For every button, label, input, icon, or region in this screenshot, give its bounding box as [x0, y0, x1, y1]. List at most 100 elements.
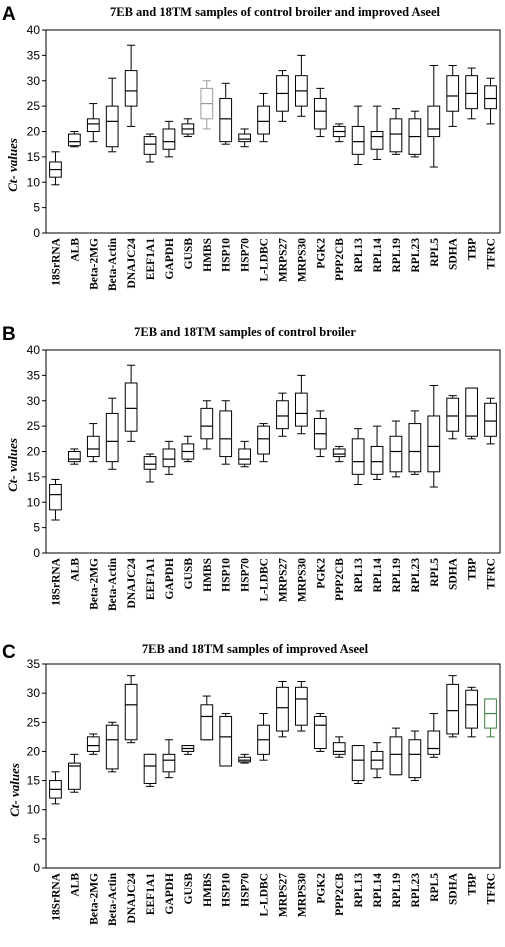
iqr-box: [219, 715, 233, 767]
x-category-label: TBP: [467, 558, 479, 580]
box-tfrc: [484, 698, 497, 738]
box-rpl13: [351, 105, 365, 165]
box-beta-2mg: [86, 733, 100, 755]
iqr-box: [124, 683, 138, 741]
box-tbp: [465, 67, 478, 120]
box-ppp2cb: [332, 445, 346, 463]
box-eef1a1: [143, 753, 157, 787]
y-axis-label: Ct- values: [7, 763, 22, 817]
x-category-label: RPL13: [353, 558, 365, 593]
x-category-label: GUSB: [183, 238, 195, 270]
iqr-box: [351, 125, 365, 155]
x-category-label: DNAJC24: [126, 558, 138, 609]
iqr-box: [332, 742, 346, 755]
panel-letter: A: [2, 4, 16, 25]
iqr-box: [238, 133, 251, 143]
x-category-label: PPP2CB: [334, 558, 346, 601]
iqr-box: [465, 387, 478, 437]
box-gapdh: [162, 440, 176, 475]
y-tick-label: 0: [33, 546, 40, 560]
box-pgk2: [313, 87, 327, 138]
iqr-box: [162, 448, 176, 468]
box-rpl14: [370, 425, 384, 480]
y-tick-label: 10: [27, 803, 41, 817]
chart-title: 7EB and 18TM samples of improved Aseel: [142, 642, 369, 656]
iqr-box: [49, 483, 62, 511]
y-tick-label: 25: [27, 715, 41, 729]
x-category-label: Beta-2MG: [88, 238, 100, 290]
iqr-box: [465, 689, 478, 729]
iqr-box: [427, 105, 441, 138]
x-category-label: Beta-Actin: [107, 557, 119, 611]
box-gapdh: [162, 739, 176, 779]
iqr-box: [162, 753, 176, 773]
x-category-label: GUSB: [183, 558, 195, 590]
box-sdha: [446, 65, 460, 127]
box-eef1a1: [143, 453, 157, 483]
x-category-label: RPL19: [391, 558, 403, 593]
box-rpl14: [370, 742, 384, 779]
iqr-box: [219, 98, 233, 143]
box-rpl14: [370, 105, 384, 160]
box-mrps30: [295, 680, 308, 732]
iqr-box: [276, 686, 289, 732]
box-18srrna: [49, 478, 62, 521]
iqr-box: [238, 448, 251, 465]
x-category-label: SDHA: [448, 237, 460, 270]
box-gusb: [181, 435, 195, 463]
panel-letter: C: [2, 642, 16, 663]
x-category-label: HSP10: [221, 558, 233, 592]
x-category-label: RPL19: [391, 873, 403, 908]
iqr-box: [351, 438, 365, 475]
y-tick-label: 5: [33, 201, 40, 215]
box-hmbs: [200, 695, 214, 741]
box-tfrc: [484, 77, 497, 125]
iqr-box: [200, 704, 214, 741]
x-category-label: 18SrRNA: [50, 872, 62, 921]
x-category-label: RPL5: [429, 558, 441, 587]
iqr-box: [370, 445, 384, 475]
iqr-box: [427, 415, 441, 473]
iqr-box: [295, 686, 308, 726]
chart-title: 7EB and 18TM samples of control broiler: [134, 325, 356, 339]
box-rpl13: [351, 428, 365, 485]
y-tick-label: 35: [27, 48, 41, 62]
x-category-label: DNAJC24: [126, 238, 138, 289]
x-category-label: SDHA: [448, 872, 460, 905]
y-tick-label: 30: [27, 686, 41, 700]
box-beta-2mg: [86, 423, 100, 463]
box-hsp70: [238, 753, 251, 764]
box-alb: [68, 448, 81, 465]
box-pgk2: [313, 713, 327, 752]
x-category-label: GUSB: [183, 873, 195, 905]
box-ppp2cb: [332, 736, 346, 758]
y-tick-label: 30: [27, 74, 41, 88]
box-gusb: [181, 745, 195, 755]
box-rpl13: [351, 745, 365, 784]
iqr-box: [370, 131, 384, 150]
iqr-box: [257, 105, 270, 135]
iqr-box: [105, 412, 119, 463]
x-category-label: GAPDH: [164, 873, 176, 915]
box-hsp10: [219, 713, 233, 767]
box-mrps27: [276, 680, 289, 738]
x-category-label: RPL5: [429, 873, 441, 902]
box-hsp70: [238, 128, 251, 148]
iqr-box: [143, 456, 157, 470]
x-category-label: TBP: [467, 873, 479, 895]
iqr-box: [219, 410, 233, 458]
iqr-box: [162, 128, 176, 150]
iqr-box: [313, 715, 327, 750]
box-hmbs: [200, 80, 214, 130]
y-axis-label: Ct- values: [5, 438, 20, 492]
box-l-ldbc: [257, 713, 270, 761]
box-alb: [68, 131, 81, 148]
x-category-label: L-LDBC: [259, 873, 271, 916]
x-category-label: EEF1A1: [145, 558, 157, 600]
iqr-box: [143, 753, 157, 784]
x-category-label: RPL23: [410, 873, 422, 908]
box-hsp70: [238, 440, 251, 468]
box-dnajc24: [124, 364, 138, 442]
x-category-label: RPL13: [353, 238, 365, 273]
box-rpl5: [427, 65, 441, 168]
